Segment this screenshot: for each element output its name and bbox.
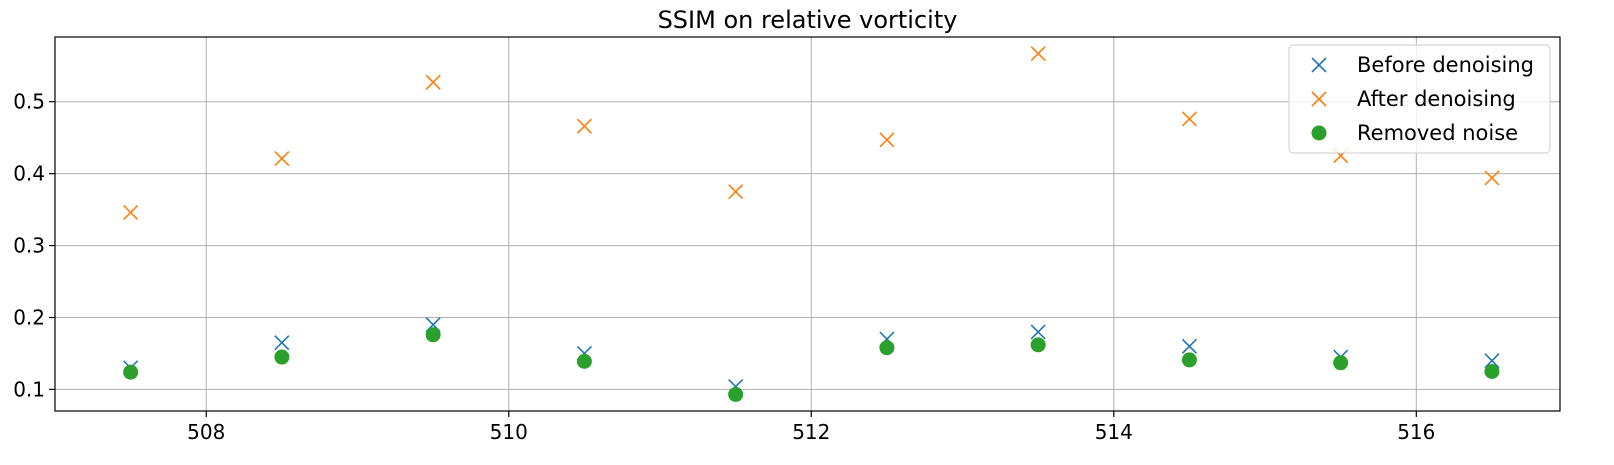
data-point (1181, 338, 1197, 354)
data-point (728, 386, 744, 402)
x-tick-label: 512 (792, 420, 830, 444)
data-point (274, 335, 290, 351)
data-point (123, 204, 139, 221)
data-point (1333, 355, 1349, 371)
y-tick-label: 0.2 (13, 306, 45, 330)
legend-label: After denoising (1357, 87, 1516, 111)
data-point (425, 327, 441, 343)
data-point (1484, 170, 1500, 186)
y-tick-label: 0.1 (13, 377, 45, 401)
x-marker-stroke (1030, 45, 1046, 62)
data-point (576, 118, 592, 134)
x-marker-stroke (1030, 324, 1046, 340)
data-points (123, 45, 1500, 402)
legend-marker (1311, 57, 1327, 73)
plot-frame (54, 36, 1561, 412)
x-tick-label: 514 (1095, 420, 1133, 444)
data-point (425, 74, 441, 90)
legend-label: Removed noise (1357, 121, 1518, 145)
data-point (1030, 45, 1046, 62)
x-marker-stroke (879, 132, 895, 148)
legend-marker (1311, 91, 1327, 107)
chart-title: SSIM on relative vorticity (658, 6, 958, 34)
data-point (1181, 352, 1197, 368)
x-marker-stroke (1484, 170, 1500, 186)
x-marker-stroke (1311, 91, 1327, 107)
x-marker-stroke (1181, 111, 1197, 127)
y-tick-label: 0.5 (13, 90, 45, 114)
x-marker-stroke (1311, 57, 1327, 73)
data-point (1030, 324, 1046, 340)
series-3 (123, 327, 1500, 402)
x-tick-label: 510 (490, 420, 528, 444)
data-point (1181, 111, 1197, 127)
data-point (274, 150, 290, 167)
legend-label: Before denoising (1357, 53, 1534, 77)
data-point (879, 132, 895, 148)
x-marker-stroke (576, 118, 592, 134)
data-point (1484, 363, 1500, 379)
x-marker-stroke (1484, 353, 1500, 369)
x-marker-stroke (728, 184, 744, 200)
legend: Before denoising After denoising Removed n… (1288, 44, 1551, 154)
legend-box (1288, 44, 1551, 154)
data-point (274, 349, 290, 365)
data-point (879, 340, 895, 356)
x-marker-stroke (123, 204, 139, 221)
x-marker-stroke (425, 74, 441, 90)
data-point (1030, 337, 1046, 353)
y-tick-label: 0.3 (13, 234, 45, 258)
x-tick-label: 508 (187, 420, 225, 444)
data-point (728, 184, 744, 200)
tick-labels: 508 510 512 514 516 0.1 0.2 0.3 0.4 0.5 (13, 90, 1435, 444)
legend-marker (1311, 125, 1327, 141)
x-marker-stroke (1181, 338, 1197, 354)
data-point (123, 364, 139, 380)
x-marker-stroke (274, 335, 290, 351)
x-marker-stroke (274, 150, 290, 167)
axes (54, 36, 1561, 412)
series-2 (123, 45, 1500, 221)
x-tick-label: 516 (1397, 420, 1435, 444)
data-point (576, 353, 592, 369)
y-tick-label: 0.4 (13, 162, 45, 186)
data-point (1484, 353, 1500, 369)
